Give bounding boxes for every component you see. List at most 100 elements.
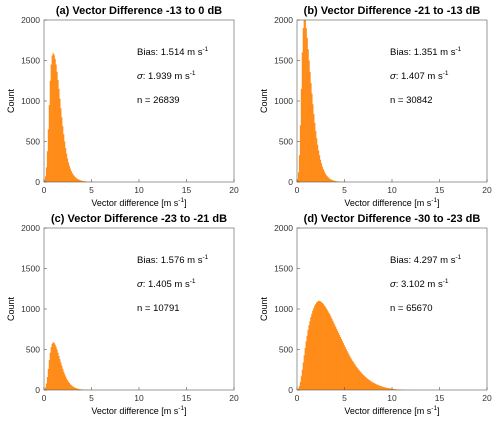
panel-a-bar [76, 178, 78, 182]
panel-b-y-ticks: 0 500 1000 1500 2000 [274, 15, 300, 187]
panel-c-bar [55, 347, 57, 390]
panel-d-bar [317, 300, 320, 390]
panel-c-bar [57, 352, 59, 390]
panel-d-bar [366, 378, 368, 390]
panel-b-xlabel: Vector difference [m s-1] [344, 197, 439, 208]
panel-b-xtick-label: 0 [295, 185, 300, 195]
panel-b-bar [313, 113, 315, 182]
panel-c-xlabel: Vector difference [m s-1] [91, 405, 186, 416]
panel-b-bar [326, 176, 328, 182]
panel-c-bar [60, 362, 62, 390]
panel-b-bar [314, 122, 316, 182]
panel-a-title: (a) Vector Difference -13 to 0 dB [56, 5, 222, 17]
panel-a-bar [72, 174, 74, 182]
panel-d-bar [351, 359, 353, 391]
panel-d-bar [395, 389, 398, 390]
panel-c-bar [66, 380, 69, 390]
panel-d-bar [310, 317, 312, 390]
panel-c-bar [77, 388, 79, 390]
panel-c-xtick-label: 0 [42, 393, 47, 403]
panel-d-bar [371, 381, 373, 390]
panel-d-bar [363, 375, 365, 390]
panel-b: (b) Vector Difference -21 to -13 dB 0500… [259, 5, 492, 208]
panel-d-bar [303, 355, 305, 390]
panel-b-bar [312, 104, 314, 182]
panel-c-title: (c) Vector Difference -23 to -21 dB [51, 213, 227, 225]
panel-c-bar [72, 386, 74, 390]
panel-a-bar [48, 105, 51, 182]
panel-a-bar [60, 108, 62, 182]
panel-d-ytick-label: 0 [288, 385, 293, 395]
panel-d-bar [392, 388, 394, 390]
panel-c-bar [48, 360, 51, 390]
panel-a-bar [68, 165, 70, 182]
panel-c-bar [79, 389, 81, 390]
panel-a-n: n = 26839 [137, 95, 180, 106]
panel-a-bar [46, 151, 49, 182]
panel-c-ytick-label: 0 [35, 385, 40, 395]
panel-b-bar [319, 159, 322, 182]
panel-d-bar [315, 304, 317, 390]
panel-c-bar [76, 388, 78, 390]
panel-d-bar [349, 356, 351, 390]
panel-d-bar [346, 350, 348, 390]
panel-d-bar [375, 384, 378, 390]
panel-d-bar [394, 389, 397, 390]
panel-c-bars [44, 342, 91, 390]
panel-a-xtick-label: 0 [42, 185, 47, 195]
panel-c-bar [44, 389, 46, 390]
panel-a-x-ticks: 0 5 10 15 20 [42, 179, 239, 195]
panel-d-bar [337, 332, 340, 390]
panel-b-bar [329, 178, 331, 182]
panel-a-bar [44, 176, 47, 182]
panel-d-bar [355, 366, 358, 390]
panel-a-bar [58, 88, 60, 182]
panel-b-ytick-label: 1000 [274, 96, 293, 106]
panel-c-bar [44, 387, 47, 390]
panel-a-bar [81, 180, 83, 182]
panel-b-bar [298, 155, 301, 182]
panel-d-bar [377, 385, 380, 390]
panel-d-bar [322, 304, 324, 390]
panel-a-bar [77, 179, 79, 182]
panel-d-bar [341, 341, 343, 390]
panel-c-bar [50, 347, 52, 390]
panel-b-bar [297, 172, 300, 182]
panel-d-bar [389, 388, 391, 390]
panel-d-bar [297, 388, 300, 390]
panel-d-xtick-label: 0 [295, 393, 300, 403]
panel-d-bar [354, 365, 357, 390]
panel-d-xtick-label: 15 [435, 393, 445, 403]
panel-a-ylabel: Count [6, 89, 16, 114]
panel-a-ytick-label: 0 [35, 177, 40, 187]
panel-d-n: n = 65670 [390, 303, 433, 314]
panel-d-bar [345, 349, 347, 390]
panel-d-bar [318, 300, 321, 390]
panel-c-x-ticks: 0 5 10 15 20 [42, 387, 239, 403]
panel-a-bar [80, 180, 82, 182]
panel-b-bar [311, 93, 313, 182]
panel-a-ytick-label: 2000 [21, 15, 40, 25]
panel-b-xtick-label: 20 [482, 185, 492, 195]
panel-d-bar [307, 330, 309, 390]
panel-d-bar [359, 371, 361, 390]
panel-a-bar [61, 117, 63, 182]
panel-a-xtick-label: 10 [134, 185, 144, 195]
panel-d-bar [388, 388, 390, 390]
panel-a-bar [63, 141, 66, 182]
panel-a-xtick-label: 15 [182, 185, 192, 195]
panel-b-bar [333, 180, 335, 182]
panel-c-bar [54, 344, 56, 390]
panel-d-sigma: σ: 3.102 m s-1 [390, 278, 449, 290]
panel-d-xtick-label: 5 [342, 393, 347, 403]
panel-d: (d) Vector Difference -30 to -23 dB 0500… [259, 213, 492, 416]
panel-d-bar [380, 386, 382, 390]
panel-a-bar [57, 79, 59, 182]
panel-a-bar [49, 80, 51, 182]
panel-c-bar [62, 368, 64, 390]
panel-a-bar [52, 53, 54, 183]
panel-d-bias: Bias: 4.297 m s-1 [390, 254, 462, 266]
panel-c: (c) Vector Difference -23 to -21 dB 0500… [6, 213, 239, 416]
panel-d-bar [309, 321, 311, 390]
